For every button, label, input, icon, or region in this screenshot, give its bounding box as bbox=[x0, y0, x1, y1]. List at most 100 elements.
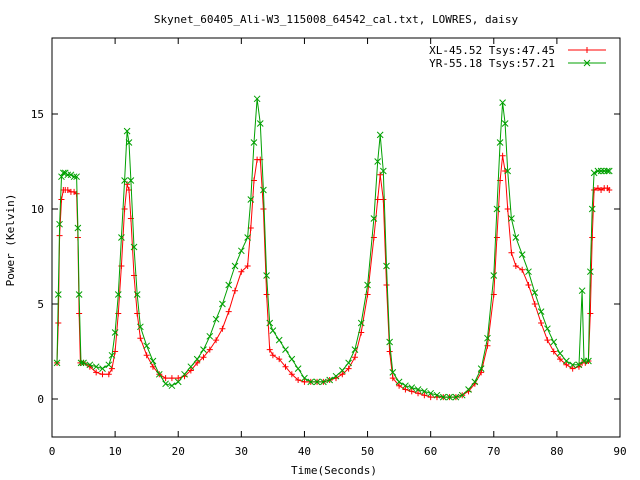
data-point bbox=[213, 337, 220, 344]
data-point bbox=[282, 346, 289, 353]
data-point bbox=[70, 173, 78, 181]
data-point bbox=[75, 291, 83, 298]
data-point bbox=[193, 355, 201, 363]
data-point bbox=[162, 375, 169, 382]
data-point bbox=[519, 266, 526, 273]
data-point bbox=[219, 300, 226, 308]
data-point bbox=[53, 359, 61, 367]
data-point bbox=[605, 167, 613, 175]
data-point bbox=[504, 167, 512, 175]
data-point bbox=[508, 249, 515, 256]
data-point bbox=[86, 361, 94, 369]
data-point bbox=[395, 378, 403, 386]
data-point bbox=[525, 268, 532, 276]
data-point bbox=[531, 301, 538, 307]
data-point bbox=[588, 205, 596, 213]
data-point bbox=[594, 185, 601, 192]
data-point bbox=[493, 205, 501, 213]
data-point bbox=[60, 169, 67, 177]
legend-marker bbox=[584, 47, 590, 53]
legend-label: YR-55.18 Tsys:57.21 bbox=[429, 57, 555, 70]
y-tick-label: 0 bbox=[37, 393, 44, 406]
data-point bbox=[219, 325, 226, 332]
data-point bbox=[73, 173, 80, 181]
data-point bbox=[427, 389, 435, 397]
x-tick-label: 80 bbox=[550, 445, 563, 458]
data-point bbox=[225, 281, 233, 289]
data-point bbox=[133, 291, 141, 298]
data-point bbox=[525, 282, 532, 288]
data-point bbox=[380, 196, 387, 203]
data-point bbox=[276, 356, 283, 363]
data-point bbox=[149, 363, 156, 370]
data-point bbox=[56, 220, 63, 228]
data-point bbox=[386, 348, 393, 355]
data-point bbox=[544, 325, 551, 333]
data-point bbox=[433, 391, 441, 399]
data-point bbox=[225, 308, 232, 315]
data-point bbox=[589, 234, 596, 241]
data-point bbox=[187, 363, 195, 371]
data-point bbox=[266, 346, 273, 353]
data-point bbox=[155, 370, 163, 378]
data-point bbox=[162, 380, 169, 388]
data-point bbox=[181, 370, 188, 378]
series-line bbox=[56, 98, 610, 398]
data-point bbox=[74, 224, 82, 232]
data-point bbox=[538, 320, 545, 326]
x-tick-label: 40 bbox=[298, 445, 311, 458]
data-point bbox=[421, 388, 428, 395]
data-point bbox=[339, 371, 346, 378]
data-point bbox=[143, 342, 151, 350]
data-point bbox=[247, 196, 255, 203]
data-point bbox=[332, 372, 340, 380]
data-point bbox=[364, 281, 371, 289]
data-point bbox=[99, 371, 106, 378]
data-point bbox=[320, 378, 327, 386]
data-point bbox=[591, 187, 598, 193]
data-point bbox=[260, 186, 267, 194]
data-point bbox=[512, 263, 519, 269]
data-point bbox=[266, 319, 274, 327]
data-point bbox=[414, 386, 422, 393]
data-point bbox=[345, 359, 352, 367]
data-point bbox=[200, 346, 207, 353]
data-point bbox=[600, 167, 608, 175]
data-point bbox=[288, 355, 296, 363]
x-tick-label: 20 bbox=[172, 445, 185, 458]
data-point bbox=[288, 371, 295, 378]
data-point bbox=[326, 376, 334, 384]
data-point bbox=[269, 352, 276, 359]
data-point bbox=[383, 282, 390, 288]
data-point bbox=[143, 352, 150, 359]
data-point bbox=[586, 268, 594, 276]
data-point bbox=[408, 384, 416, 391]
data-point bbox=[269, 327, 277, 334]
data-point bbox=[55, 320, 62, 326]
data-point bbox=[499, 152, 506, 159]
data-point bbox=[531, 289, 539, 296]
data-point bbox=[590, 169, 598, 177]
data-point bbox=[244, 234, 251, 241]
data-point bbox=[446, 393, 453, 401]
data-point bbox=[557, 356, 564, 363]
data-point bbox=[244, 263, 251, 269]
data-point bbox=[123, 127, 131, 135]
data-point bbox=[256, 120, 264, 127]
data-point bbox=[92, 363, 100, 371]
data-point bbox=[374, 158, 382, 165]
x-tick-label: 70 bbox=[487, 445, 500, 458]
data-point bbox=[168, 375, 175, 382]
data-point bbox=[187, 367, 194, 374]
data-point bbox=[512, 234, 520, 241]
data-point bbox=[376, 131, 384, 139]
data-point bbox=[137, 335, 144, 342]
series-line bbox=[56, 155, 610, 398]
data-point bbox=[439, 393, 447, 401]
data-point bbox=[396, 382, 403, 389]
data-point bbox=[168, 382, 176, 390]
data-point bbox=[108, 351, 116, 359]
data-point bbox=[508, 215, 515, 222]
